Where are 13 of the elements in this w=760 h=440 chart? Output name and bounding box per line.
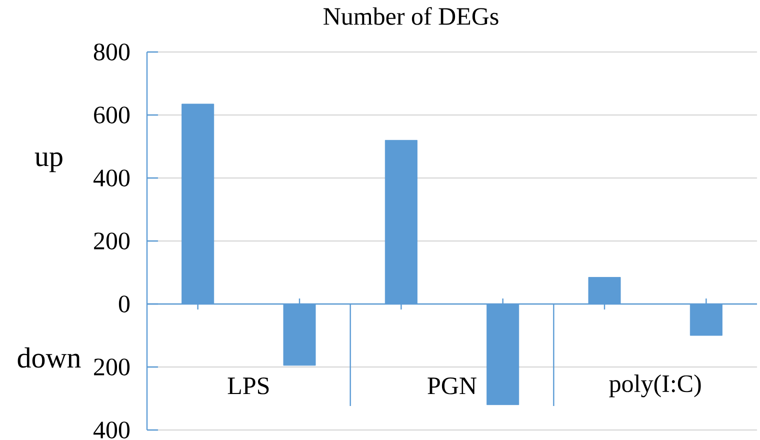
- text: up: [34, 152, 62, 172]
- y-tick-label: 600: [94, 106, 130, 124]
- y-tick-label: 0: [118, 296, 130, 312]
- x-tick-label: poly(I:C): [609, 374, 701, 398]
- x-tick-label: PGN: [428, 378, 476, 394]
- chart-title: Number of DEGs: [324, 7, 498, 25]
- y-tick-label: 200: [94, 358, 130, 376]
- x-tick-label: LPS: [228, 378, 269, 394]
- y-tick-label: 200: [94, 232, 130, 250]
- y-tick-label: 800: [94, 44, 130, 60]
- y-tick-label: 400: [93, 170, 130, 186]
- text: down: [18, 347, 81, 368]
- y-tick-label: 400: [93, 422, 130, 438]
